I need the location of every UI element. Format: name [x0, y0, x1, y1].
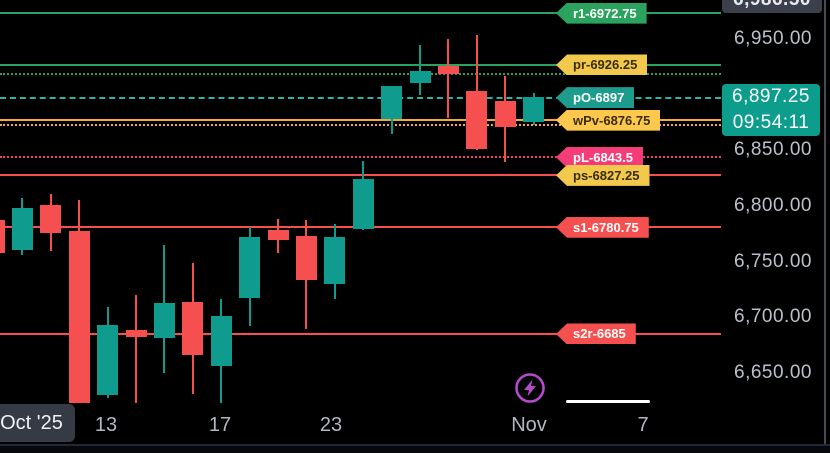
candle-body: [125, 330, 147, 338]
candle-body: [324, 236, 346, 284]
pivot-line: [0, 332, 721, 335]
candles-layer: [0, 35, 545, 403]
time-axis[interactable]: 13 17 23 Nov 7 Oct '25: [0, 403, 830, 446]
price-tick-label: 6,800.00: [734, 194, 812, 216]
pivot-label[interactable]: pr-6926.25: [556, 54, 648, 76]
pivot-label[interactable]: wPv-6876.75: [556, 109, 661, 131]
candle-wick: [419, 45, 421, 95]
candle-body: [11, 207, 33, 251]
candle-body: [523, 97, 545, 122]
price-tick-label: 6,950.00: [734, 27, 812, 49]
candle-body: [182, 301, 204, 356]
pivot-line: [0, 73, 721, 76]
quick-trade-button[interactable]: [513, 371, 547, 405]
candle-body: [409, 70, 431, 83]
horizontal-line-drawing[interactable]: [566, 400, 650, 403]
pivot-line: [0, 174, 721, 177]
current-price-badge: 6,897.25 09:54:11: [722, 84, 820, 137]
candle-body: [153, 303, 175, 339]
candle-body: [267, 229, 289, 240]
right-edge-divider: [824, 0, 826, 446]
candle-body: [352, 178, 374, 230]
price-tick-label: 6,650.00: [734, 362, 812, 383]
time-tick-label: 17: [208, 414, 232, 436]
time-tick-label: 23: [319, 414, 343, 436]
pivot-line: [0, 156, 721, 159]
candle-body: [0, 219, 5, 253]
pivot-line: [0, 63, 721, 66]
bottom-separator: [0, 444, 830, 446]
lightning-icon: [515, 373, 545, 403]
countdown-time: 09:54:11: [732, 112, 810, 134]
candle-body: [68, 230, 90, 403]
price-tick-label: 6,750.00: [734, 250, 812, 272]
candle-body: [437, 65, 459, 74]
pivot-label[interactable]: s2r-6685: [556, 323, 636, 345]
candle-body: [40, 204, 62, 233]
crosshair-date-badge: Oct '25: [0, 404, 75, 442]
bottom-strip: [0, 446, 830, 453]
candle-body: [210, 316, 232, 367]
candle-body: [466, 90, 488, 149]
candle-body: [295, 235, 317, 280]
price-tick-label: 6,700.00: [734, 306, 812, 328]
time-tick-label: 7: [637, 414, 649, 436]
candle-wick: [135, 294, 137, 403]
high-price-badge: 6,986.50: [722, 0, 822, 13]
price-scale[interactable]: 6,950.00 6,850.00 6,800.00 6,750.00 6,700.00…: [721, 0, 830, 446]
candle-body: [239, 236, 261, 298]
pivot-label[interactable]: s1-6780.75: [556, 216, 649, 238]
pivot-label[interactable]: pL-6843.5: [556, 146, 643, 168]
time-tick-label: Nov: [511, 414, 547, 436]
current-price: 6,897.25: [732, 86, 810, 108]
pivot-label[interactable]: pO-6897: [556, 87, 635, 109]
candle-wick: [447, 38, 450, 118]
pivot-lines-layer: [0, 12, 721, 335]
candle-body: [97, 325, 119, 396]
time-tick-label: 13: [94, 414, 118, 436]
pivot-label[interactable]: r1-6972.75: [556, 2, 647, 24]
candle-body: [494, 100, 516, 127]
pivot-line: [0, 96, 721, 99]
chart-canvas[interactable]: [0, 0, 721, 446]
pivot-line: [0, 124, 721, 127]
price-tick-label: 6,850.00: [734, 139, 812, 160]
pivot-label[interactable]: ps-6827.25: [556, 164, 650, 186]
pivot-line: [0, 119, 721, 122]
candle-body: [381, 86, 403, 119]
pivot-line: [0, 12, 721, 15]
